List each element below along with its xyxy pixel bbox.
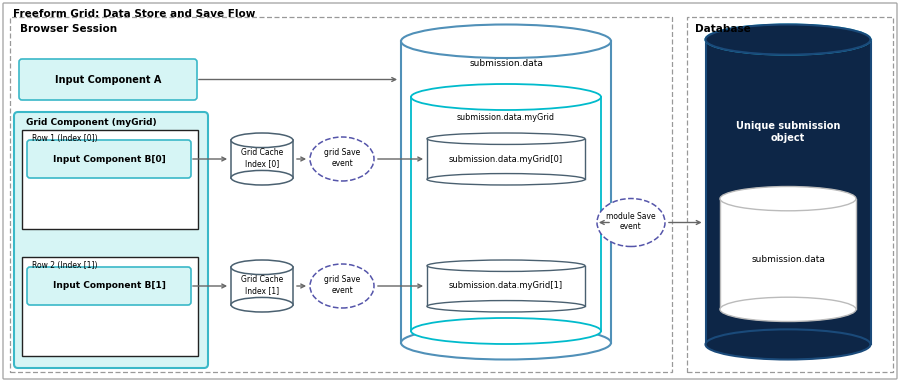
Text: module Save
event: module Save event	[607, 212, 656, 231]
Ellipse shape	[231, 298, 293, 312]
Text: grid Save
event: grid Save event	[324, 275, 360, 295]
FancyBboxPatch shape	[27, 140, 191, 178]
Text: submission.data.myGrid[0]: submission.data.myGrid[0]	[449, 154, 563, 163]
Ellipse shape	[706, 329, 870, 359]
Text: Grid Component (myGrid): Grid Component (myGrid)	[26, 118, 157, 127]
Ellipse shape	[427, 260, 585, 272]
Ellipse shape	[427, 173, 585, 185]
Ellipse shape	[706, 24, 870, 55]
Polygon shape	[401, 41, 611, 343]
Text: Row 1 (Index [0]): Row 1 (Index [0])	[32, 134, 97, 143]
Ellipse shape	[706, 24, 870, 55]
Text: Freeform Grid: Data Store and Save Flow: Freeform Grid: Data Store and Save Flow	[13, 9, 256, 19]
Text: submission.data: submission.data	[469, 59, 543, 68]
Ellipse shape	[427, 301, 585, 312]
FancyBboxPatch shape	[14, 112, 208, 368]
FancyBboxPatch shape	[22, 257, 198, 356]
Ellipse shape	[231, 133, 293, 147]
Polygon shape	[231, 267, 293, 305]
Text: submission.data.myGrid[1]: submission.data.myGrid[1]	[449, 282, 563, 290]
Ellipse shape	[310, 137, 374, 181]
FancyBboxPatch shape	[3, 3, 897, 379]
Text: Input Component A: Input Component A	[55, 74, 161, 84]
Text: Input Component B[0]: Input Component B[0]	[52, 154, 166, 163]
Ellipse shape	[401, 326, 611, 359]
Ellipse shape	[231, 170, 293, 185]
Ellipse shape	[310, 264, 374, 308]
Ellipse shape	[720, 297, 856, 322]
Polygon shape	[706, 40, 870, 345]
Polygon shape	[427, 139, 585, 179]
FancyBboxPatch shape	[27, 267, 191, 305]
Polygon shape	[231, 140, 293, 178]
Ellipse shape	[597, 199, 665, 246]
Text: Grid Cache
Index [0]: Grid Cache Index [0]	[241, 148, 284, 168]
Polygon shape	[427, 266, 585, 306]
Text: Input Component B[1]: Input Component B[1]	[52, 282, 166, 290]
Polygon shape	[720, 199, 856, 309]
FancyBboxPatch shape	[687, 17, 893, 372]
Text: submission.data.myGrid: submission.data.myGrid	[457, 113, 555, 121]
FancyBboxPatch shape	[22, 130, 198, 229]
Ellipse shape	[401, 24, 611, 58]
Text: Grid Cache
Index [1]: Grid Cache Index [1]	[241, 275, 284, 295]
Text: Row 2 (Index [1]): Row 2 (Index [1])	[32, 261, 97, 270]
Text: Unique submission
object: Unique submission object	[736, 121, 841, 143]
FancyBboxPatch shape	[10, 17, 672, 372]
Text: Database: Database	[695, 24, 751, 34]
Text: Browser Session: Browser Session	[20, 24, 117, 34]
Text: submission.data: submission.data	[752, 254, 825, 264]
FancyBboxPatch shape	[19, 59, 197, 100]
Polygon shape	[411, 97, 601, 331]
Text: grid Save
event: grid Save event	[324, 148, 360, 168]
Ellipse shape	[411, 318, 601, 344]
Ellipse shape	[427, 133, 585, 144]
Ellipse shape	[720, 186, 856, 211]
Ellipse shape	[411, 84, 601, 110]
Ellipse shape	[231, 260, 293, 275]
